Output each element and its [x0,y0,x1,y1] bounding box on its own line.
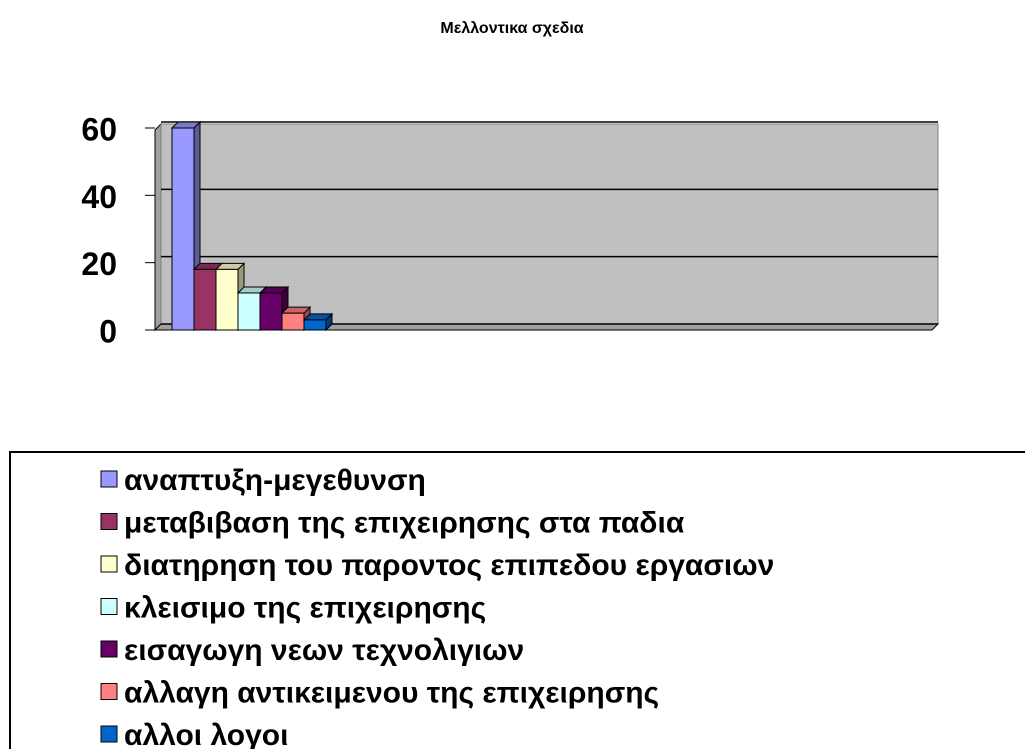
legend-swatch [100,555,118,573]
legend-swatch [100,683,118,700]
legend-swatch [100,598,118,615]
legend-swatch [100,640,118,658]
bar-front [171,127,195,331]
legend-swatch [100,725,118,743]
y-tick-label: 20 [81,246,117,282]
chart-title: Μελλοντικα σχεδια [440,20,583,37]
legend-box [9,451,1025,749]
bar [258,285,290,332]
legend-label: αλλοι λογοι [124,719,288,749]
legend-label: κλεισιμο της επιχειρησης [124,591,486,624]
legend-swatch [100,470,118,488]
bar [280,305,312,332]
legend-label: μεταβιβαση της επιχειρησης στα παδια [124,506,685,539]
back-wall [160,123,939,325]
bar-front [237,292,261,331]
legend-label: εισαγωγη νεων τεχνολιγιων [124,634,524,667]
legend-swatch [100,513,118,530]
bar [302,312,334,332]
bar-front [193,268,217,331]
side-wall [154,122,162,332]
bar-front [281,312,305,331]
y-tick-label: 0 [99,313,117,349]
y-tick-label: 60 [81,111,117,147]
legend-label: αναπτυξη-μεγεθυνση [124,464,426,497]
bar-front [303,319,327,331]
bar-front [215,268,239,331]
legend-label: διατηρηση του παροντος επιπεδου εργασιων [124,549,774,582]
y-tick-label: 40 [81,179,117,215]
bar-front [259,292,283,331]
legend-label: αλλαγη αντικειμενου της επιχειρησης [124,676,659,709]
